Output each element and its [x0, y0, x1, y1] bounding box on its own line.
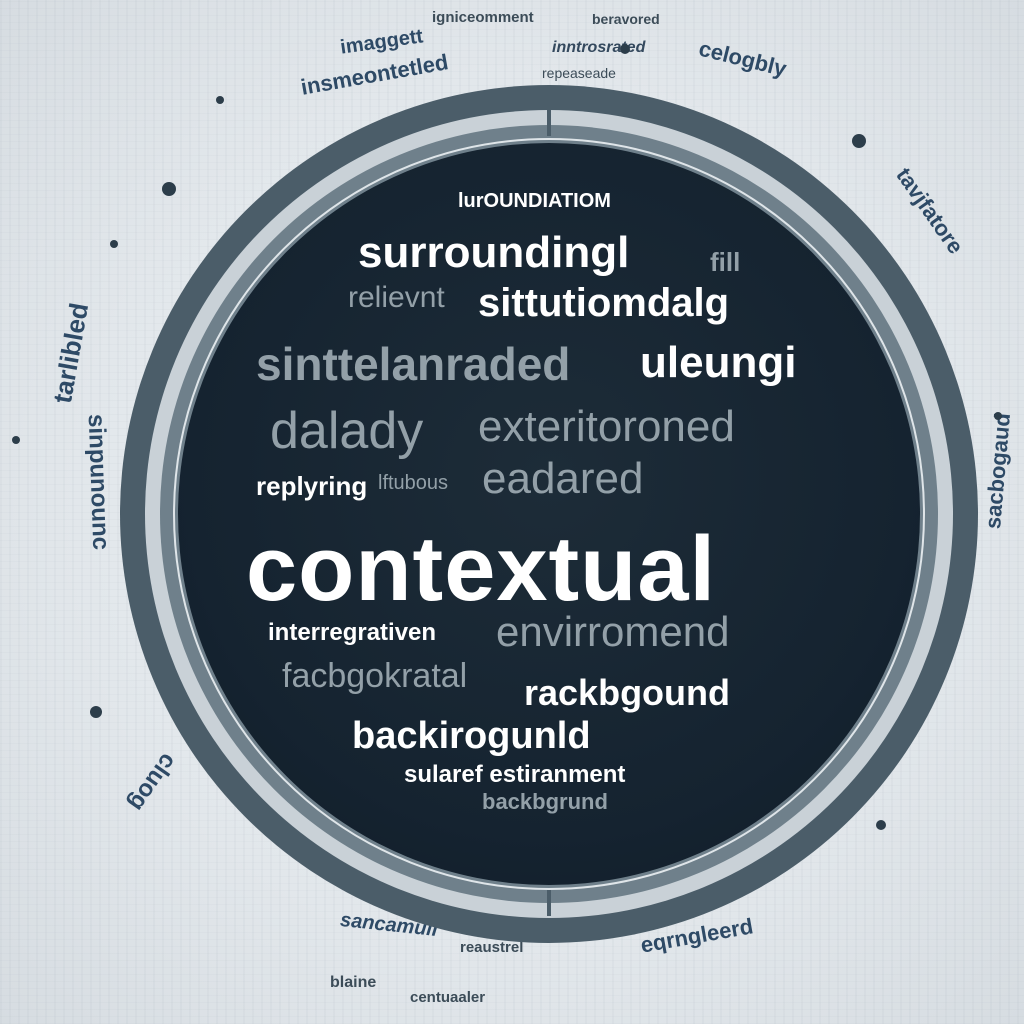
center-word: fill: [710, 247, 741, 277]
center-word: relievnt: [348, 281, 445, 314]
outer-word: inntrosrated: [552, 39, 646, 56]
center-word: dalady: [270, 402, 424, 460]
center-word: sularef estiranment: [404, 761, 626, 788]
central-disc: lurOUNDIATIOM surroundingl fill relievnt…: [178, 143, 920, 885]
decorative-dot: [12, 436, 20, 444]
outer-word: reaustrel: [460, 939, 524, 956]
center-word: backbgrund: [482, 789, 608, 814]
center-word: surroundingl: [358, 228, 630, 277]
ring-separator: [547, 890, 551, 916]
center-word: sinttelanraded: [256, 338, 571, 390]
center-word: backirogunld: [352, 715, 591, 757]
ring-separator: [547, 110, 551, 136]
decorative-dot: [620, 44, 630, 54]
outer-word: sinpunounc: [82, 413, 115, 551]
center-word: interregrativen: [268, 619, 437, 646]
center-word: lftubous: [378, 472, 449, 494]
center-word: uleungi: [640, 338, 797, 387]
outer-word: blaine: [330, 974, 377, 991]
outer-word: beravored: [592, 11, 660, 27]
center-word: facbgokratal: [282, 657, 468, 695]
decorative-dot: [216, 96, 224, 104]
decorative-dot: [876, 820, 886, 830]
center-word: lurOUNDIATIOM: [458, 190, 611, 212]
decorative-dot: [852, 134, 866, 148]
center-word: replyring: [256, 471, 368, 501]
outer-word: igniceomment: [432, 9, 534, 26]
decorative-dot: [162, 182, 176, 196]
center-word: rackbgound: [524, 672, 731, 713]
inner-ring-line: [173, 138, 925, 890]
outer-word: repeaseade: [542, 65, 616, 81]
decorative-dot: [90, 706, 102, 718]
center-word: eadared: [482, 454, 644, 503]
decorative-dot: [994, 412, 1002, 420]
outer-word: centuaaler: [410, 989, 486, 1006]
center-word: sittutiomdalg: [478, 281, 730, 325]
decorative-dot: [110, 240, 118, 248]
center-word: exteritoroned: [478, 402, 735, 451]
main-word: contextual: [246, 518, 717, 620]
center-word: envirromend: [496, 608, 730, 655]
